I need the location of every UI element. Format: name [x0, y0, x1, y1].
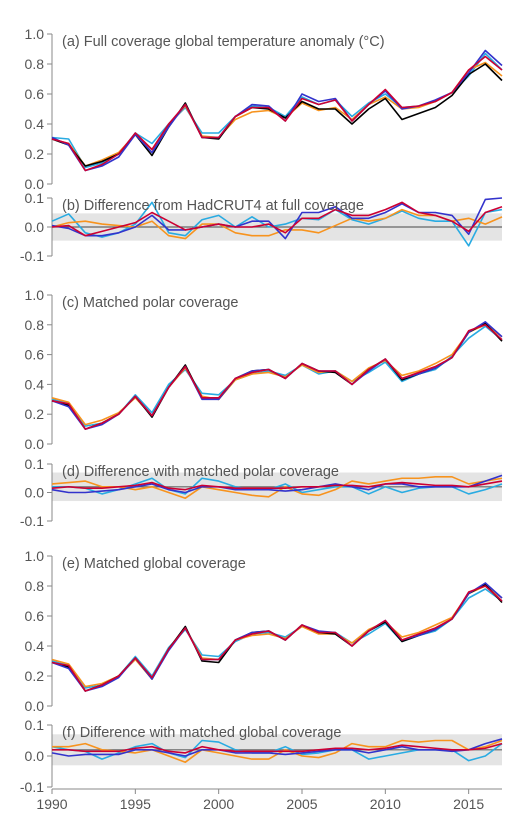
panel-title: (f) Difference with matched global cover… — [62, 725, 341, 741]
panel-title: (c) Matched polar coverage — [62, 295, 239, 311]
y-tick-label: 0.1 — [25, 456, 45, 472]
series-line-3 — [51, 474, 503, 494]
y-tick-label: 0.0 — [25, 219, 45, 235]
y-tick-label: 1.0 — [25, 548, 45, 564]
y-tick-label: 0.0 — [25, 436, 45, 452]
series-line-3 — [51, 197, 503, 240]
series-line-1 — [51, 201, 503, 247]
panel-title: (b) Difference from HadCRUT4 at full cov… — [62, 198, 364, 214]
panel-f: -0.1 0.0 0.1 (f) Difference with matched gl… — [20, 717, 503, 795]
y-tick-label: 0.6 — [25, 86, 45, 102]
y-tick-label: 0.6 — [25, 347, 45, 363]
series-line-5 — [51, 323, 503, 430]
series-line-4 — [51, 480, 503, 491]
series-line-4 — [51, 201, 503, 237]
panel-a: 0.0 0.2 0.4 0.6 0.8 1.0 (a) Full coverage glob… — [25, 26, 503, 192]
panel-d: -0.1 0.0 0.1 (d) Difference with matched po… — [20, 456, 503, 529]
y-tick-label: 0.4 — [25, 116, 45, 132]
panel-b: -0.1 0.0 0.1 (b) Difference from HadCRUT4 a… — [20, 190, 503, 264]
y-tick-label: 0.1 — [25, 717, 45, 733]
x-tick-label: 1990 — [36, 796, 67, 812]
y-tick-label: 0.0 — [25, 485, 45, 501]
y-tick-label: 0.8 — [25, 56, 45, 72]
y-tick-label: 0.8 — [25, 317, 45, 333]
panel-c: 0.0 0.2 0.4 0.6 0.8 1.0 (c) Matched polar cove… — [25, 287, 503, 452]
x-axis: 1990 1995 2000 2005 2010 2015 — [36, 788, 502, 812]
y-tick-label: 0.2 — [25, 668, 45, 684]
y-tick-label: 0.0 — [25, 698, 45, 714]
y-tick-label: 0.4 — [25, 638, 45, 654]
y-tick-label: 0.1 — [25, 190, 45, 206]
x-tick-label: 2015 — [453, 796, 484, 812]
series-line-2 — [51, 208, 503, 240]
y-tick-label: 1.0 — [25, 287, 45, 303]
x-tick-label: 2010 — [370, 796, 401, 812]
series-line-5 — [51, 585, 503, 692]
y-tick-label: 0.6 — [25, 608, 45, 624]
series-line-5 — [51, 55, 503, 172]
y-tick-label: 0.0 — [25, 748, 45, 764]
y-tick-label: 0.8 — [25, 578, 45, 594]
panel-title: (d) Difference with matched polar covera… — [62, 464, 339, 480]
series-line-1 — [51, 52, 503, 169]
series-line-1 — [51, 588, 503, 689]
y-tick-label: 0.4 — [25, 376, 45, 392]
series-line-4 — [52, 742, 503, 754]
x-tick-label: 1995 — [120, 796, 151, 812]
series-line-3 — [51, 738, 503, 757]
y-tick-label: -0.1 — [20, 513, 44, 529]
panel-title: (a) Full coverage global temperature ano… — [62, 34, 385, 50]
x-tick-label: 2005 — [286, 796, 317, 812]
y-tick-label: -0.1 — [20, 779, 44, 795]
y-tick-label: 0.0 — [25, 176, 45, 192]
panel-e: 0.0 0.2 0.4 0.6 0.8 1.0 (e) Matched global cov… — [25, 548, 503, 714]
y-tick-label: 1.0 — [25, 26, 45, 42]
y-tick-label: 0.2 — [25, 406, 45, 422]
y-tick-label: 0.2 — [25, 146, 45, 162]
panel-title: (e) Matched global coverage — [62, 556, 246, 572]
x-tick-label: 2000 — [203, 796, 234, 812]
y-tick-label: -0.1 — [20, 248, 44, 264]
